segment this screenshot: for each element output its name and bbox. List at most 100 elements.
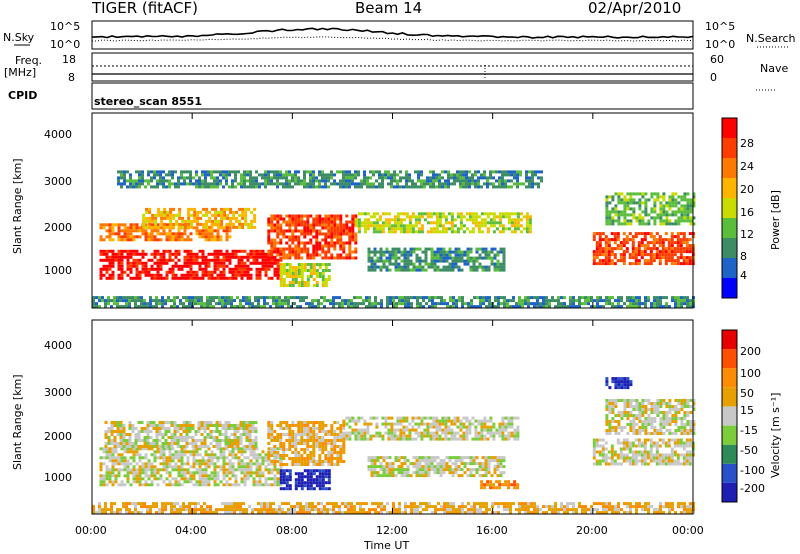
heatmap-cell bbox=[297, 214, 301, 218]
heatmap-cell bbox=[178, 216, 182, 220]
heatmap-cell bbox=[386, 302, 389, 306]
heatmap-cell bbox=[634, 247, 638, 251]
heatmap-cell bbox=[168, 258, 172, 262]
heatmap-cell bbox=[144, 185, 147, 189]
heatmap-cell bbox=[222, 483, 226, 487]
heatmap-cell bbox=[327, 244, 331, 248]
heatmap-cell bbox=[137, 421, 141, 424]
heatmap-cell bbox=[248, 445, 252, 448]
heatmap-cell bbox=[232, 213, 236, 217]
heatmap-cell bbox=[466, 253, 470, 257]
heatmap-cell bbox=[424, 256, 428, 260]
heatmap-cell bbox=[245, 436, 249, 439]
heatmap-cell bbox=[637, 244, 641, 248]
heatmap-cell bbox=[246, 468, 250, 472]
heatmap-cell bbox=[435, 428, 439, 432]
heatmap-cell bbox=[200, 424, 204, 427]
heatmap-cell bbox=[441, 437, 445, 441]
heatmap-cell bbox=[348, 170, 351, 174]
heatmap-cell bbox=[276, 226, 280, 230]
heatmap-cell bbox=[119, 427, 123, 430]
heatmap-cell bbox=[605, 296, 608, 300]
heatmap-cell bbox=[623, 210, 627, 214]
heatmap-cell bbox=[185, 421, 189, 424]
heatmap-cell bbox=[129, 462, 133, 466]
heatmap-cell bbox=[143, 427, 147, 430]
heatmap-cell bbox=[285, 439, 289, 442]
heatmap-cell bbox=[525, 221, 529, 225]
heatmap-cell bbox=[160, 222, 164, 226]
heatmap-cell bbox=[366, 422, 370, 426]
heatmap-cell bbox=[408, 218, 412, 222]
heatmap-cell bbox=[386, 296, 389, 300]
heatmap-cell bbox=[635, 192, 639, 196]
heatmap-cell bbox=[162, 182, 165, 186]
heatmap-cell bbox=[435, 437, 439, 441]
heatmap-cell bbox=[111, 270, 115, 274]
heatmap-cell bbox=[492, 176, 495, 180]
heatmap-cell bbox=[333, 244, 337, 248]
heatmap-cell bbox=[218, 296, 221, 300]
heatmap-cell bbox=[279, 424, 283, 427]
heatmap-cell bbox=[336, 226, 340, 230]
heatmap-cell bbox=[179, 439, 183, 442]
heatmap-cell bbox=[282, 281, 286, 284]
heatmap-cell bbox=[300, 436, 304, 439]
heatmap-cell bbox=[294, 176, 297, 180]
heatmap-cell bbox=[415, 247, 419, 251]
heatmap-cell bbox=[216, 267, 220, 271]
heatmap-cell bbox=[254, 305, 257, 309]
heatmap-cell bbox=[174, 477, 178, 481]
heatmap-cell bbox=[455, 302, 458, 306]
heatmap-cell bbox=[258, 276, 262, 280]
heatmap-cell bbox=[516, 179, 519, 183]
heatmap-cell bbox=[617, 219, 621, 223]
heatmap-cell bbox=[182, 439, 186, 442]
heatmap-cell bbox=[111, 249, 115, 253]
heatmap-cell bbox=[611, 296, 614, 300]
heatmap-cell bbox=[510, 218, 514, 222]
heatmap-cell bbox=[213, 483, 217, 487]
heatmap-cell bbox=[180, 264, 184, 268]
heatmap-cell bbox=[183, 276, 187, 280]
heatmap-cell bbox=[390, 176, 393, 180]
heatmap-cell bbox=[261, 462, 265, 466]
heatmap-cell bbox=[129, 223, 133, 227]
heatmap-cell bbox=[475, 268, 479, 272]
heatmap-cell bbox=[168, 462, 172, 466]
heatmap-cell bbox=[462, 173, 465, 177]
heatmap-cell bbox=[237, 450, 241, 454]
heatmap-cell bbox=[613, 262, 617, 266]
heatmap-cell bbox=[649, 250, 653, 254]
heatmap-cell bbox=[336, 217, 340, 221]
heatmap-cell bbox=[339, 229, 343, 233]
heatmap-cell bbox=[306, 275, 310, 278]
heatmap-cell bbox=[438, 212, 442, 216]
heatmap-cell bbox=[155, 305, 158, 309]
heatmap-cell bbox=[117, 264, 121, 268]
heatmap-cell bbox=[264, 185, 267, 189]
heatmap-cell bbox=[324, 278, 328, 281]
heatmap-cell bbox=[676, 262, 680, 266]
heatmap-cell bbox=[650, 192, 654, 196]
heatmap-cell bbox=[659, 207, 663, 211]
heatmap-cell bbox=[557, 302, 560, 306]
heatmap-cell bbox=[204, 235, 208, 239]
heatmap-cell bbox=[95, 296, 98, 300]
heatmap-cell bbox=[622, 253, 626, 257]
heatmap-cell bbox=[108, 232, 112, 236]
heatmap-cell bbox=[679, 253, 683, 257]
heatmap-cell bbox=[671, 198, 675, 202]
heatmap-cell bbox=[135, 264, 139, 268]
heatmap-cell bbox=[312, 442, 316, 445]
heatmap-cell bbox=[170, 442, 174, 445]
heatmap-cell bbox=[216, 261, 220, 265]
heatmap-cell bbox=[391, 262, 395, 266]
heatmap-cell bbox=[255, 456, 259, 460]
heatmap-cell bbox=[402, 230, 406, 234]
heatmap-cell bbox=[441, 227, 445, 231]
heatmap-cell bbox=[658, 253, 662, 257]
heatmap-cell bbox=[445, 268, 449, 272]
heatmap-cell bbox=[249, 170, 252, 174]
heatmap-cell bbox=[531, 179, 534, 183]
